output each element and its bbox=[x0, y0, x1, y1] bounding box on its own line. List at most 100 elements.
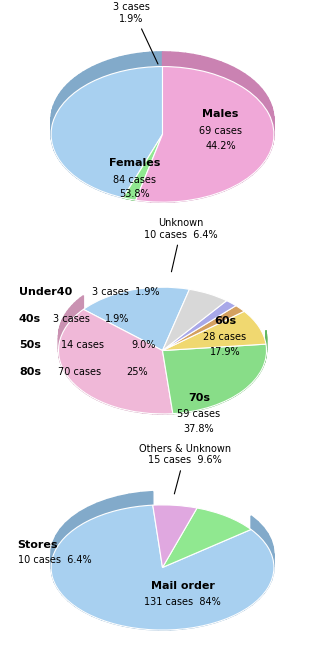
Polygon shape bbox=[68, 587, 75, 607]
Polygon shape bbox=[65, 518, 72, 536]
Polygon shape bbox=[74, 301, 77, 317]
Polygon shape bbox=[114, 393, 119, 408]
Polygon shape bbox=[224, 174, 230, 191]
Polygon shape bbox=[258, 85, 262, 104]
Wedge shape bbox=[51, 505, 274, 630]
Polygon shape bbox=[260, 148, 264, 167]
Polygon shape bbox=[260, 357, 261, 372]
Polygon shape bbox=[114, 57, 119, 73]
Polygon shape bbox=[174, 186, 182, 202]
Text: 10 cases  6.4%: 10 cases 6.4% bbox=[18, 555, 91, 565]
Polygon shape bbox=[271, 540, 273, 560]
Text: 44.2%: 44.2% bbox=[205, 141, 236, 151]
Polygon shape bbox=[67, 362, 69, 379]
Polygon shape bbox=[83, 598, 92, 616]
Polygon shape bbox=[230, 170, 236, 188]
Text: Stores: Stores bbox=[18, 540, 58, 550]
Wedge shape bbox=[162, 301, 236, 351]
Polygon shape bbox=[81, 166, 86, 184]
Polygon shape bbox=[83, 69, 87, 87]
Polygon shape bbox=[86, 169, 91, 186]
Text: 70s: 70s bbox=[188, 393, 210, 403]
Polygon shape bbox=[136, 186, 143, 201]
Polygon shape bbox=[273, 126, 274, 145]
Polygon shape bbox=[101, 176, 106, 193]
Polygon shape bbox=[192, 397, 196, 411]
Polygon shape bbox=[227, 65, 233, 82]
Polygon shape bbox=[196, 396, 199, 411]
Wedge shape bbox=[123, 134, 162, 200]
Polygon shape bbox=[112, 610, 123, 626]
Polygon shape bbox=[111, 180, 117, 196]
Polygon shape bbox=[88, 503, 97, 521]
Polygon shape bbox=[251, 516, 258, 535]
Polygon shape bbox=[56, 529, 60, 549]
Polygon shape bbox=[233, 382, 235, 397]
Text: 50s: 50s bbox=[19, 340, 41, 350]
Polygon shape bbox=[72, 512, 79, 531]
Polygon shape bbox=[240, 377, 242, 393]
Polygon shape bbox=[189, 184, 197, 200]
Polygon shape bbox=[204, 181, 211, 197]
Wedge shape bbox=[162, 508, 251, 568]
Polygon shape bbox=[207, 57, 214, 74]
Polygon shape bbox=[254, 81, 258, 100]
Polygon shape bbox=[264, 573, 268, 593]
Polygon shape bbox=[62, 353, 63, 370]
Polygon shape bbox=[103, 61, 108, 77]
Polygon shape bbox=[51, 125, 52, 143]
Polygon shape bbox=[87, 67, 92, 84]
Polygon shape bbox=[193, 54, 200, 71]
Polygon shape bbox=[77, 373, 80, 389]
Polygon shape bbox=[217, 390, 220, 405]
Polygon shape bbox=[166, 187, 174, 202]
Polygon shape bbox=[239, 71, 245, 89]
Polygon shape bbox=[225, 386, 228, 401]
Polygon shape bbox=[222, 387, 225, 402]
Polygon shape bbox=[60, 523, 65, 542]
Polygon shape bbox=[72, 367, 74, 384]
Polygon shape bbox=[59, 344, 60, 361]
Polygon shape bbox=[218, 176, 224, 193]
Polygon shape bbox=[129, 492, 141, 508]
Text: 17.9%: 17.9% bbox=[210, 347, 240, 357]
Polygon shape bbox=[270, 102, 272, 122]
Polygon shape bbox=[268, 567, 271, 587]
Wedge shape bbox=[162, 306, 244, 351]
Polygon shape bbox=[86, 380, 90, 396]
Polygon shape bbox=[250, 77, 254, 96]
Polygon shape bbox=[72, 303, 74, 319]
Polygon shape bbox=[194, 612, 205, 627]
Polygon shape bbox=[200, 56, 207, 72]
Polygon shape bbox=[64, 84, 68, 102]
Polygon shape bbox=[156, 52, 162, 67]
Polygon shape bbox=[73, 160, 77, 178]
Polygon shape bbox=[269, 135, 271, 154]
Polygon shape bbox=[62, 317, 64, 333]
Polygon shape bbox=[186, 398, 189, 412]
Text: 70 cases: 70 cases bbox=[58, 367, 102, 377]
Polygon shape bbox=[60, 347, 61, 364]
Polygon shape bbox=[69, 365, 72, 381]
Polygon shape bbox=[51, 542, 53, 562]
Polygon shape bbox=[107, 496, 118, 513]
Polygon shape bbox=[252, 156, 256, 175]
Polygon shape bbox=[52, 106, 54, 124]
Polygon shape bbox=[221, 62, 228, 79]
Polygon shape bbox=[242, 164, 247, 182]
Wedge shape bbox=[162, 344, 266, 413]
Text: Under40: Under40 bbox=[19, 287, 72, 297]
Polygon shape bbox=[214, 391, 217, 405]
Polygon shape bbox=[64, 314, 65, 331]
Text: 25%: 25% bbox=[126, 367, 148, 377]
Polygon shape bbox=[153, 400, 158, 414]
Polygon shape bbox=[79, 508, 88, 526]
Polygon shape bbox=[265, 94, 268, 112]
Polygon shape bbox=[254, 366, 255, 381]
Polygon shape bbox=[75, 593, 83, 611]
Polygon shape bbox=[77, 298, 80, 314]
Text: 14 cases: 14 cases bbox=[60, 340, 104, 350]
Polygon shape bbox=[238, 379, 240, 394]
Polygon shape bbox=[263, 351, 264, 366]
Polygon shape bbox=[70, 306, 72, 322]
